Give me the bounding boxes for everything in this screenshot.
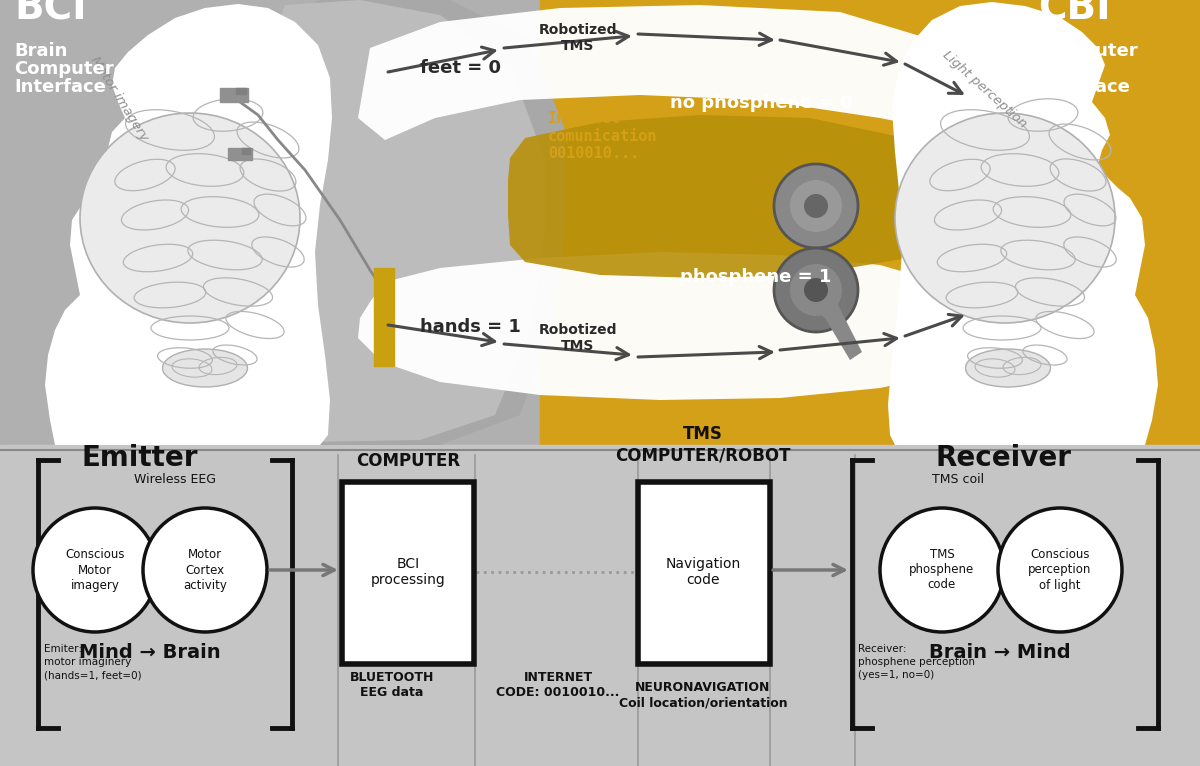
Text: Mind → Brain: Mind → Brain <box>79 643 221 662</box>
Text: Emiter:
motor imaginery
(hands=1, feet=0): Emiter: motor imaginery (hands=1, feet=0… <box>44 643 142 680</box>
Text: Brain → Mind: Brain → Mind <box>929 643 1070 662</box>
Ellipse shape <box>162 349 247 387</box>
Circle shape <box>790 180 842 232</box>
Polygon shape <box>358 5 990 140</box>
Circle shape <box>774 248 858 332</box>
Text: COMPUTER: COMPUTER <box>356 452 460 470</box>
Text: Receiver: Receiver <box>935 444 1072 472</box>
Text: no phosphene = 0: no phosphene = 0 <box>670 94 853 112</box>
Bar <box>236 88 246 94</box>
Text: Light perception: Light perception <box>940 49 1030 131</box>
Polygon shape <box>888 2 1158 445</box>
Text: BCI: BCI <box>14 0 86 28</box>
Text: Robotized
TMS: Robotized TMS <box>539 322 617 353</box>
Polygon shape <box>358 252 990 400</box>
Text: Robotized
TMS: Robotized TMS <box>539 23 617 53</box>
Text: TMS coil: TMS coil <box>932 473 984 486</box>
Ellipse shape <box>895 113 1115 323</box>
Text: BCI
processing: BCI processing <box>371 557 445 587</box>
Circle shape <box>804 278 828 302</box>
Text: Computer: Computer <box>14 60 114 78</box>
Bar <box>220 88 248 102</box>
Text: Interface: Interface <box>14 78 106 96</box>
Text: Navigation
code: Navigation code <box>665 557 740 587</box>
Text: NEURONAVIGATION
Coil location/orientation: NEURONAVIGATION Coil location/orientatio… <box>619 681 787 709</box>
Circle shape <box>880 508 1004 632</box>
Text: Internet
comunication
0010010...: Internet comunication 0010010... <box>548 111 658 161</box>
Bar <box>638 482 770 664</box>
Text: Receiver:
phosphene perception
(yes=1, no=0): Receiver: phosphene perception (yes=1, n… <box>858 643 974 680</box>
Polygon shape <box>508 115 958 278</box>
Bar <box>342 482 474 664</box>
Text: Brain: Brain <box>1038 60 1091 78</box>
Bar <box>242 148 250 154</box>
Circle shape <box>143 508 266 632</box>
Bar <box>540 0 1200 445</box>
Circle shape <box>34 508 157 632</box>
Polygon shape <box>810 295 862 360</box>
Text: Motor imagery: Motor imagery <box>88 54 150 143</box>
Circle shape <box>998 508 1122 632</box>
Text: hands = 1: hands = 1 <box>420 318 521 336</box>
Text: CBI: CBI <box>1038 0 1111 28</box>
Text: BLUETOOTH
EEG data: BLUETOOTH EEG data <box>350 671 434 699</box>
Circle shape <box>804 194 828 218</box>
Text: Motor
Cortex
activity: Motor Cortex activity <box>184 548 227 591</box>
Ellipse shape <box>966 349 1050 387</box>
Bar <box>0 445 1200 766</box>
Text: Computer: Computer <box>1038 42 1138 60</box>
Text: feet = 0: feet = 0 <box>420 59 502 77</box>
Polygon shape <box>46 4 332 445</box>
Text: Wireless EEG: Wireless EEG <box>134 473 216 486</box>
Bar <box>374 268 394 366</box>
Circle shape <box>790 264 842 316</box>
Text: INTERNET
CODE: 0010010...: INTERNET CODE: 0010010... <box>497 671 619 699</box>
Text: Conscious
Motor
imagery: Conscious Motor imagery <box>65 548 125 591</box>
Text: Interface: Interface <box>1038 78 1130 96</box>
Text: Emitter: Emitter <box>82 444 198 472</box>
Text: Brain: Brain <box>14 42 67 60</box>
Text: Conscious
perception
of light: Conscious perception of light <box>1028 548 1092 591</box>
Text: phosphene = 1: phosphene = 1 <box>680 268 832 286</box>
Polygon shape <box>248 0 545 442</box>
Bar <box>228 148 252 160</box>
Polygon shape <box>230 0 565 445</box>
Text: TMS
phosphene
code: TMS phosphene code <box>910 548 974 591</box>
Circle shape <box>774 164 858 248</box>
Text: TMS
COMPUTER/ROBOT: TMS COMPUTER/ROBOT <box>616 425 791 464</box>
Ellipse shape <box>80 113 300 323</box>
